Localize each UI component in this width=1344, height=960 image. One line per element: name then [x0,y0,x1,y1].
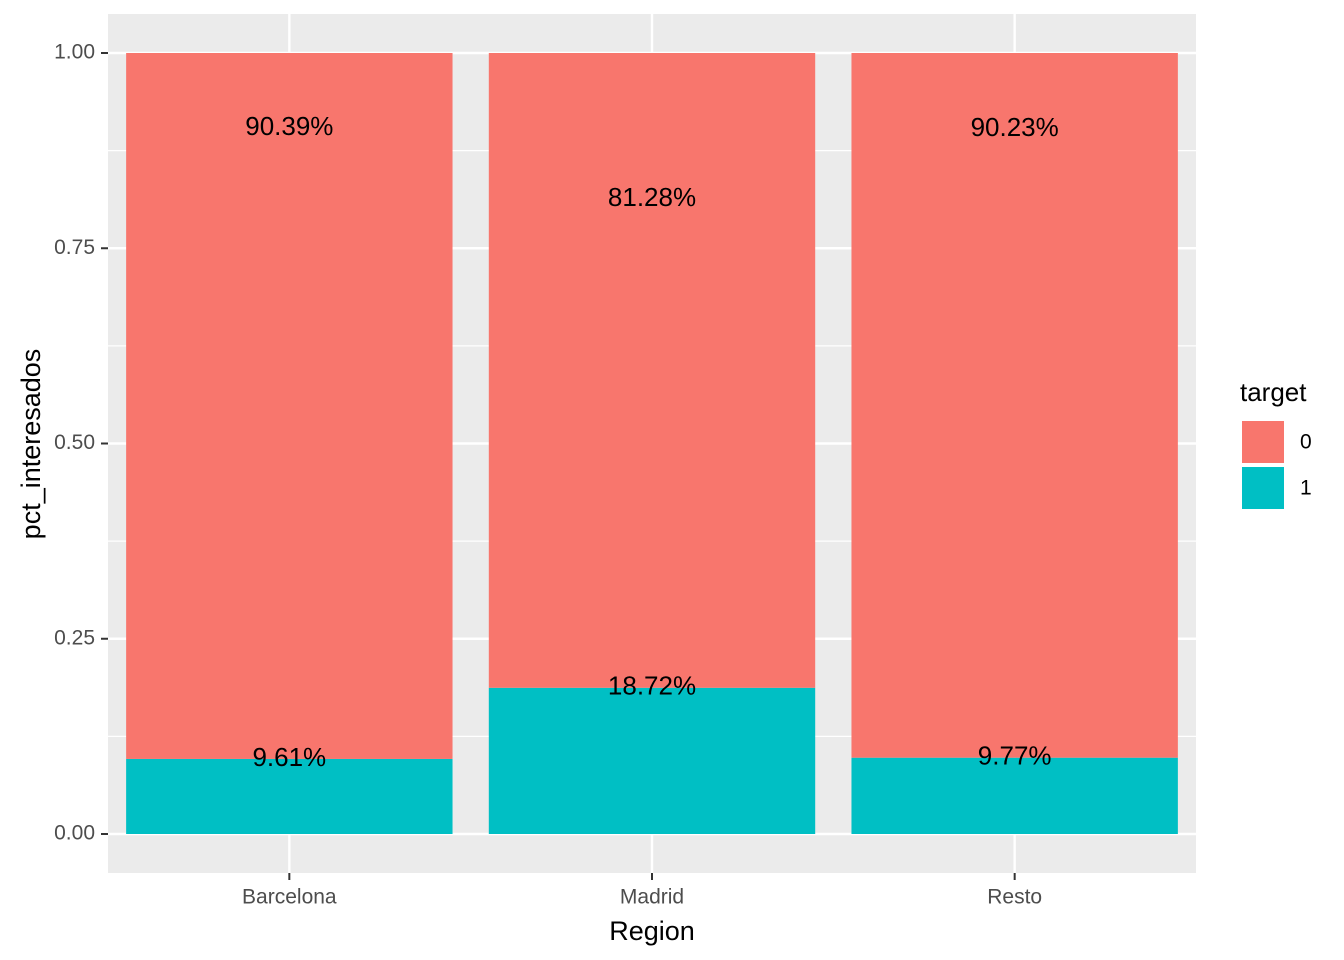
y-tick-label: 0.25 [54,626,95,649]
legend-title: target [1240,377,1307,407]
legend-label: 1 [1300,477,1312,500]
bar-segment-madrid-target-0 [488,53,816,688]
bar-label: 81.28% [608,182,696,212]
y-axis-title: pct_interesados [16,349,46,540]
bar-label: 9.77% [978,741,1052,771]
x-axis-title: Region [609,916,695,946]
bar-label: 90.39% [245,111,333,141]
x-axis: Barcelona Madrid Resto [242,873,1042,909]
bar-segment-barcelona-target-1 [126,758,453,834]
legend-label: 0 [1300,431,1312,454]
bar-label: 18.72% [608,671,696,701]
legend-key-0 [1242,421,1284,463]
y-tick-label: 0.50 [54,431,95,454]
bar-segment-resto-target-1 [851,757,1178,834]
bar-segment-resto-target-0 [851,53,1178,758]
x-tick-label: Resto [987,886,1042,909]
y-axis: 0.00 0.25 0.50 0.75 1.00 [54,41,108,845]
bar-label: 90.23% [971,112,1059,142]
y-tick-label: 0.00 [54,822,95,845]
x-tick-label: Barcelona [242,886,337,909]
y-tick-label: 1.00 [54,41,95,64]
bar-segment-madrid-target-1 [488,687,816,834]
bar-label: 9.61% [252,742,326,772]
bar-labels: 9.61% 90.39% 18.72% 81.28% 9.77% 90.23% [245,111,1059,772]
legend: target 0 1 [1240,377,1312,509]
y-tick-label: 0.75 [54,236,95,259]
legend-key-1 [1242,467,1284,509]
bars [126,53,1178,834]
bar-segment-barcelona-target-0 [126,53,453,759]
x-tick-label: Madrid [620,886,684,909]
